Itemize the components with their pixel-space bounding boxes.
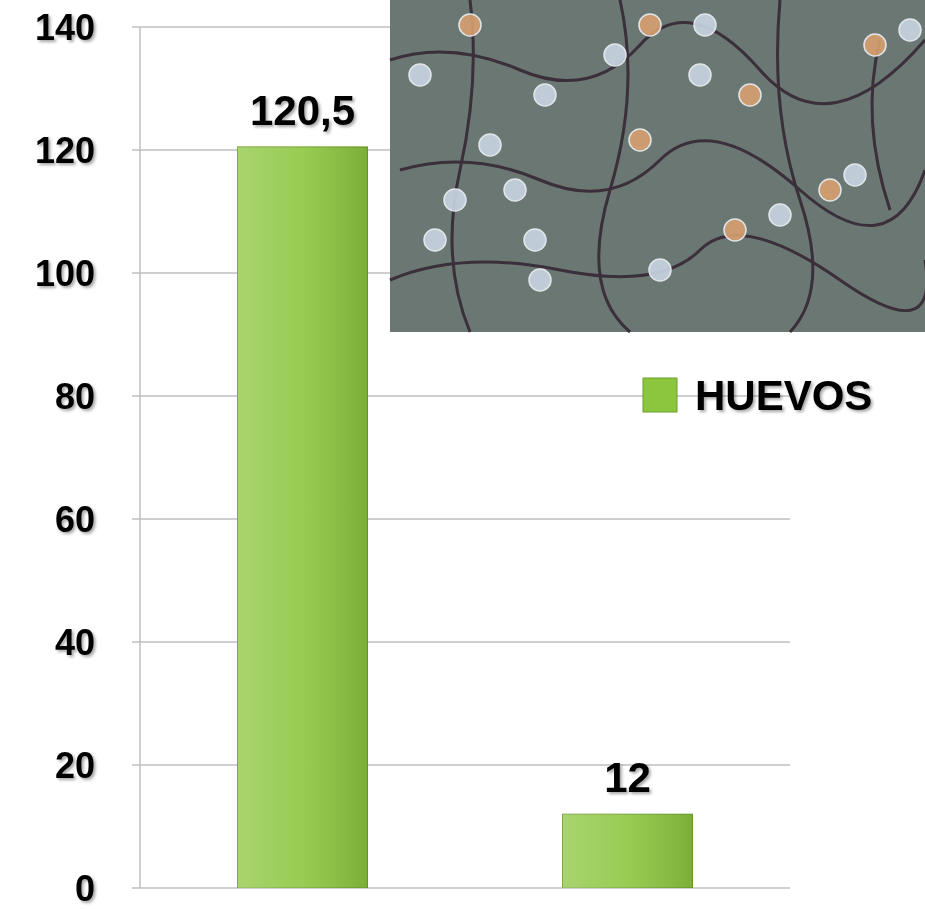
photo-vein [872,40,890,210]
data-label: 120,5 [250,87,355,134]
y-tick-label: 60 [55,499,95,540]
tick-mark [132,764,140,766]
data-label: 12 [604,754,651,801]
photo-egg [534,84,556,106]
photo-egg [689,64,711,86]
bar [563,814,693,888]
photo-vein [390,235,925,310]
y-tick-label: 140 [35,7,95,48]
tick-mark [132,641,140,643]
photo-egg [694,14,716,36]
legend: HUEVOS [643,372,872,419]
photo-egg [444,189,466,211]
bar-shade [563,814,693,888]
legend-swatch [643,378,677,412]
photo-egg [899,19,921,41]
photo-egg [769,204,791,226]
tick-mark [132,518,140,520]
bars [238,147,693,888]
photo-vein [400,141,925,226]
photo-egg [424,229,446,251]
photo-egg [409,64,431,86]
bar [238,147,368,888]
y-tick-label: 20 [55,745,95,786]
photo-egg [479,134,501,156]
chart: 0 20 40 60 80 100 120 140 120,5 12 HUEVOS [0,0,925,909]
photo-egg [819,179,841,201]
y-axis-line [139,27,141,888]
photo-egg [649,259,671,281]
photo-egg [629,129,651,151]
photo-inset [390,0,925,332]
tick-mark [132,26,140,28]
photo-egg [844,164,866,186]
tick-mark [132,272,140,274]
photo-vein [778,0,813,332]
legend-label: HUEVOS [695,372,872,419]
photo-egg [529,269,551,291]
photo-egg [459,14,481,36]
y-tick-label: 80 [55,376,95,417]
y-tick-label: 40 [55,622,95,663]
photo-egg [739,84,761,106]
y-tick-label: 0 [75,868,95,909]
y-tick-label: 100 [35,253,95,294]
photo-egg [604,44,626,66]
photo-egg [864,34,886,56]
y-tick-label: 120 [35,130,95,171]
tick-mark [132,395,140,397]
tick-mark [132,149,140,151]
photo-egg [524,229,546,251]
photo-egg [504,179,526,201]
photo-egg [639,14,661,36]
bar-shade [238,147,368,888]
photo-vein [452,0,473,332]
photo-egg [724,219,746,241]
tick-mark [132,887,140,889]
photo-vein [599,0,630,332]
